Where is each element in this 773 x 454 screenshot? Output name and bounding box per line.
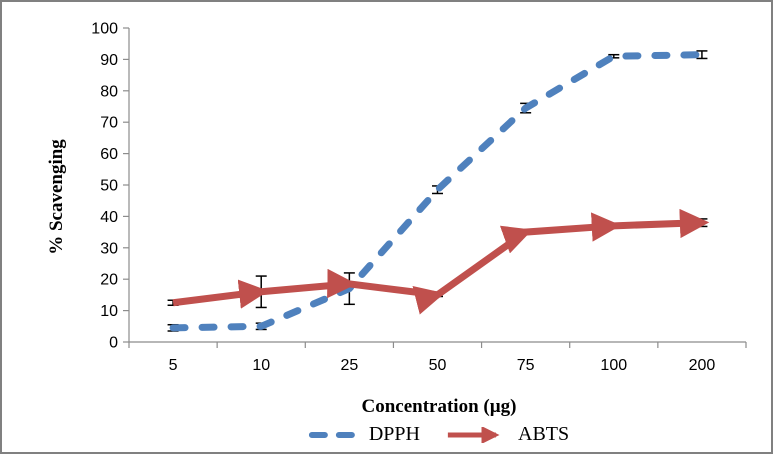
y-tick-label: 70	[100, 115, 118, 132]
y-tick-label: 80	[100, 83, 118, 100]
x-tick-label: 10	[252, 357, 270, 374]
y-axis-title: % Scavenging	[46, 139, 67, 255]
legend-item-abts: ABTS	[446, 423, 569, 446]
x-axis-title: Concentration (µg)	[361, 396, 517, 417]
abts-series-line	[172, 208, 710, 315]
legend-item-dpph: DPPH	[308, 423, 421, 446]
y-tick-label: 60	[100, 146, 118, 163]
legend-label-abts: ABTS	[518, 423, 570, 445]
y-tick-label: 20	[100, 272, 118, 289]
abts-line-swatch	[448, 426, 500, 443]
x-tick-label: 100	[600, 357, 627, 374]
axis-lines	[128, 28, 746, 343]
y-tick-label: 90	[100, 52, 118, 69]
y-tick-label: 0	[109, 335, 118, 352]
axis-ticks	[123, 27, 747, 348]
y-tick-label: 30	[100, 240, 118, 257]
y-tick-label: 40	[100, 209, 118, 226]
x-tick-label: 5	[169, 357, 178, 374]
x-tick-label: 50	[429, 357, 447, 374]
x-tick-label: 75	[517, 357, 535, 374]
dpph-line-swatch	[308, 431, 359, 438]
y-tick-label: 10	[100, 303, 118, 320]
tick-labels: 0 10 20 30 40 50 60 70 80 90 100 5 10 25 50 75 100 200	[91, 21, 715, 375]
legend: DPPH ABTS	[308, 423, 569, 446]
y-tick-label: 100	[91, 21, 118, 38]
dpph-series-line	[169, 51, 706, 332]
y-tick-label: 50	[100, 178, 118, 195]
x-tick-label: 25	[340, 357, 358, 374]
x-tick-label: 200	[689, 357, 716, 374]
legend-label-dpph: DPPH	[368, 423, 421, 445]
